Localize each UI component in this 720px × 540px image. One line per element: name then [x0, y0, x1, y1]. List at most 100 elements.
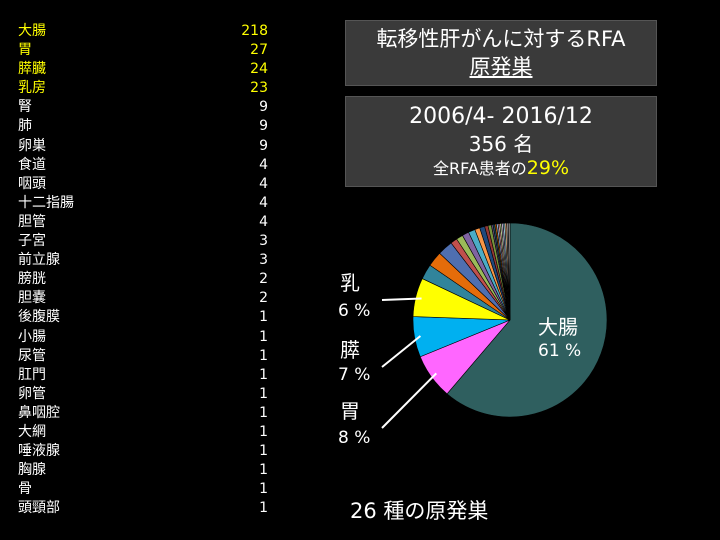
table-row: 唾液腺 1	[18, 442, 268, 461]
site-count: 4	[259, 213, 268, 230]
site-name: 後腹膜	[18, 309, 60, 326]
slice-percent-pancreas: 7 %	[338, 365, 370, 385]
site-name: 腎	[18, 99, 32, 116]
site-count: 4	[259, 156, 268, 173]
table-row: 食道 4	[18, 156, 268, 175]
table-row: 乳房 23	[18, 79, 268, 98]
site-name: 胆嚢	[18, 290, 46, 307]
title-line1: 転移性肝がんに対するRFA	[376, 27, 626, 51]
site-count: 1	[259, 366, 268, 383]
table-row: 胆嚢 2	[18, 289, 268, 308]
site-name: 肺	[18, 118, 32, 135]
site-count: 1	[259, 462, 268, 479]
table-row: 前立腺 3	[18, 251, 268, 270]
site-name: 胃	[18, 42, 32, 59]
leader-line-pancreas	[381, 335, 422, 368]
table-row: 肛門 1	[18, 366, 268, 385]
table-row: 子宮 3	[18, 232, 268, 251]
site-count: 3	[259, 252, 268, 269]
slice-label-breast: 乳	[340, 271, 360, 295]
table-row: 大網 1	[18, 423, 268, 442]
slice-label-stomach: 胃	[340, 399, 360, 423]
site-name: 卵管	[18, 385, 46, 402]
footer-note: 26 種の原発巣	[350, 499, 489, 523]
table-row: 卵巣 9	[18, 137, 268, 156]
period-text: 2006/4- 2016/12	[409, 104, 593, 129]
site-count: 2	[259, 271, 268, 288]
site-count: 24	[250, 61, 268, 78]
table-row: 小腸 1	[18, 328, 268, 347]
site-count: 1	[259, 385, 268, 402]
table-row: 膀胱 2	[18, 270, 268, 289]
site-name: 乳房	[18, 80, 46, 97]
leader-line-breast	[381, 297, 422, 301]
table-row: 膵臓 24	[18, 60, 268, 79]
site-count: 1	[259, 500, 268, 517]
patient-count: 356 名	[468, 132, 534, 156]
site-name: 小腸	[18, 328, 46, 345]
site-name: 卵巣	[18, 137, 46, 154]
site-count: 3	[259, 233, 268, 250]
site-count: 1	[259, 423, 268, 440]
table-row: 十二指腸 4	[18, 194, 268, 213]
site-name: 肛門	[18, 366, 46, 383]
table-row: 卵管 1	[18, 385, 268, 404]
site-count: 1	[259, 404, 268, 421]
primary-site-table: 大腸 218 胃 27 膵臓 24 乳房 23 腎 9 肺 9 卵巣 9 食道 4 咽頭 4 十二指腸 4 胆管 4 子宮 3…	[18, 22, 268, 518]
site-count: 4	[259, 194, 268, 211]
site-count: 9	[259, 137, 268, 154]
site-name: 大網	[18, 423, 46, 440]
table-row: 胃 27	[18, 41, 268, 60]
site-name: 十二指腸	[18, 194, 74, 211]
site-name: 食道	[18, 156, 46, 173]
pie-slice-25	[507, 222, 511, 321]
site-count: 1	[259, 328, 268, 345]
site-count: 1	[259, 481, 268, 498]
site-count: 23	[250, 80, 268, 97]
title-line2: 原発巣	[346, 53, 656, 81]
slice-label-pancreas: 膵	[340, 338, 360, 362]
table-row: 胸腺 1	[18, 461, 268, 480]
site-name: 骨	[18, 481, 32, 498]
leader-line-stomach	[381, 372, 437, 429]
site-count: 1	[259, 309, 268, 326]
slice-percent-breast: 6 %	[338, 301, 370, 321]
title-box: 転移性肝がんに対するRFA 原発巣	[345, 20, 657, 86]
site-count: 1	[259, 443, 268, 460]
site-name: 膵臓	[18, 61, 46, 78]
site-count: 1	[259, 347, 268, 364]
table-row: 胆管 4	[18, 213, 268, 232]
slice-percent-colon: 61 %	[538, 341, 581, 361]
summary-box: 2006/4- 2016/12 356 名 全RFA患者の29%	[345, 96, 657, 187]
site-name: 唾液腺	[18, 443, 60, 460]
ratio-prefix: 全RFA患者の	[432, 159, 527, 178]
site-name: 膀胱	[18, 271, 46, 288]
table-row: 咽頭 4	[18, 175, 268, 194]
site-name: 胆管	[18, 213, 46, 230]
site-name: 頭頸部	[18, 500, 60, 517]
table-row: 大腸 218	[18, 22, 268, 41]
site-count: 27	[250, 42, 268, 59]
site-count: 218	[241, 23, 268, 39]
site-name: 尿管	[18, 347, 46, 364]
site-name: 胸腺	[18, 462, 46, 479]
ratio-line: 全RFA患者の29%	[346, 157, 656, 180]
site-name: 大腸	[18, 23, 46, 39]
pie-slice-0	[446, 222, 608, 418]
table-row: 後腹膜 1	[18, 308, 268, 327]
table-row: 頭頸部 1	[18, 499, 268, 518]
ratio-value: 29%	[526, 157, 570, 179]
slice-percent-stomach: 8 %	[338, 428, 370, 448]
site-name: 前立腺	[18, 252, 60, 269]
slice-label-colon: 大腸	[538, 315, 578, 339]
table-row: 尿管 1	[18, 347, 268, 366]
title-line2-text: 原発巣	[469, 55, 533, 79]
site-count: 9	[259, 99, 268, 116]
site-name: 咽頭	[18, 175, 46, 192]
site-count: 4	[259, 175, 268, 192]
table-row: 鼻咽腔 1	[18, 404, 268, 423]
